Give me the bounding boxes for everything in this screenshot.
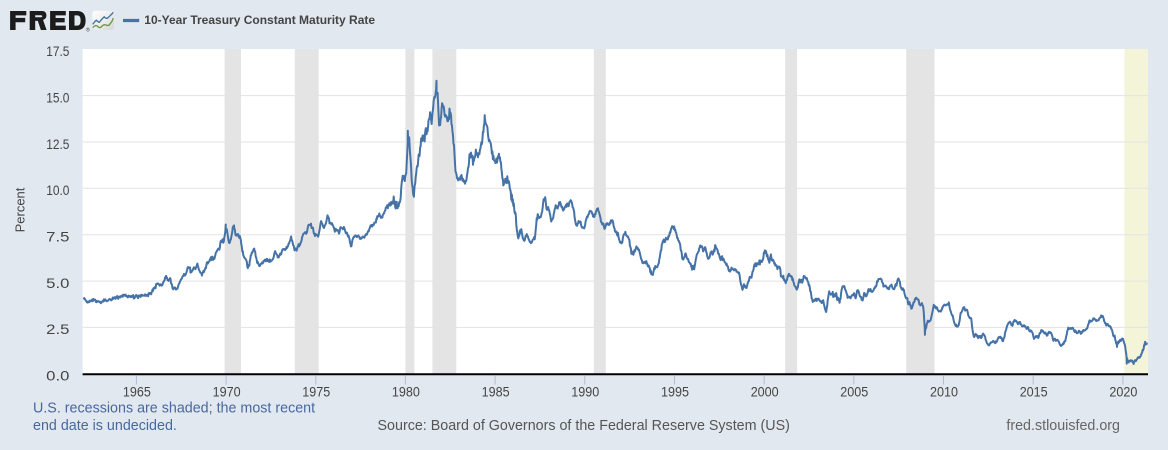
svg-text:1980: 1980 — [392, 384, 420, 399]
svg-text:1970: 1970 — [213, 384, 241, 399]
svg-text:Percent: Percent — [13, 187, 28, 232]
svg-text:0.0: 0.0 — [46, 369, 69, 384]
svg-text:15.0: 15.0 — [46, 90, 69, 105]
svg-text:2005: 2005 — [840, 384, 868, 399]
svg-text:10-Year Treasury Constant Matu: 10-Year Treasury Constant Maturity Rate — [144, 13, 375, 27]
svg-text:17.5: 17.5 — [46, 44, 69, 59]
svg-text:U.S. recessions are shaded; th: U.S. recessions are shaded; the most rec… — [33, 401, 315, 417]
svg-text:2015: 2015 — [1020, 384, 1048, 399]
svg-text:1990: 1990 — [571, 384, 599, 399]
svg-text:2010: 2010 — [930, 384, 958, 399]
svg-text:Source: Board of Governors of: Source: Board of Governors of the Federa… — [378, 418, 790, 434]
svg-text:1995: 1995 — [661, 384, 689, 399]
svg-text:5.0: 5.0 — [46, 276, 69, 291]
svg-text:®: ® — [86, 26, 91, 33]
svg-text:1985: 1985 — [482, 384, 510, 399]
svg-text:fred.stlouisfed.org: fred.stlouisfed.org — [1006, 418, 1120, 434]
svg-text:end date is undecided.: end date is undecided. — [33, 418, 177, 434]
svg-text:1975: 1975 — [302, 384, 330, 399]
svg-text:1965: 1965 — [123, 384, 151, 399]
svg-text:7.5: 7.5 — [46, 230, 69, 245]
svg-text:12.5: 12.5 — [46, 137, 69, 152]
svg-text:2.5: 2.5 — [46, 322, 69, 337]
svg-text:2000: 2000 — [751, 384, 779, 399]
svg-text:10.0: 10.0 — [46, 183, 69, 198]
svg-text:2020: 2020 — [1109, 384, 1137, 399]
